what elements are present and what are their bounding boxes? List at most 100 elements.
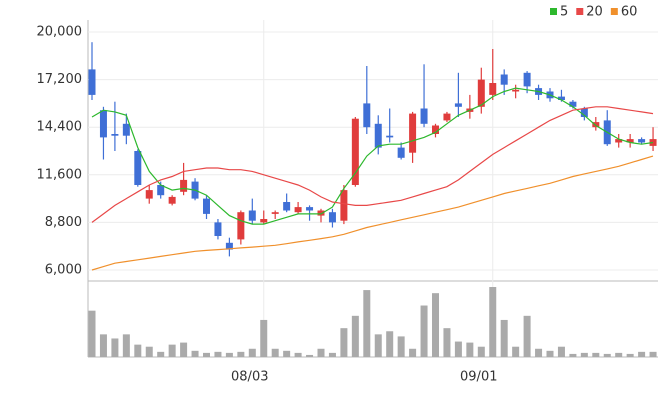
volume-bar	[443, 328, 451, 357]
volume-bar	[328, 352, 336, 357]
candle-body	[432, 125, 439, 134]
candle-body	[443, 113, 451, 121]
candle-body	[374, 123, 382, 148]
volume-bar	[122, 334, 130, 357]
candle-body	[237, 212, 245, 240]
candle-body	[225, 242, 233, 250]
volume-bar	[626, 353, 634, 357]
volume-bar	[180, 342, 188, 357]
volume-bar	[580, 352, 588, 357]
candle-body	[420, 108, 428, 124]
candle-body	[134, 151, 142, 185]
volume-bar	[546, 350, 554, 357]
legend-label: 5	[560, 5, 568, 20]
candle-body	[557, 96, 565, 100]
candle-body	[500, 74, 508, 85]
ma-line	[91, 87, 654, 225]
candle-body	[569, 101, 577, 107]
candle-body	[294, 207, 302, 213]
volume-bar	[489, 287, 497, 357]
y-tick-label: 17,200	[37, 72, 83, 87]
volume-bar	[512, 346, 520, 357]
candle-body	[203, 198, 210, 214]
legend-swatch	[576, 8, 584, 15]
candle-body	[283, 202, 291, 211]
volume-bar	[88, 310, 96, 357]
candle-body	[88, 69, 96, 95]
volume-bar	[397, 336, 405, 357]
candle-body	[626, 139, 634, 143]
candle-body	[340, 190, 348, 221]
volume-bar	[466, 342, 474, 357]
volume-bar	[420, 305, 428, 357]
volume-bar	[569, 353, 577, 357]
y-tick-label: 6,000	[45, 263, 82, 278]
ma-line	[91, 106, 654, 223]
candle-body	[122, 123, 130, 136]
volume-bar	[386, 331, 394, 357]
volume-bar	[557, 346, 565, 357]
y-tick-label: 8,800	[45, 215, 82, 230]
candle-body	[99, 110, 107, 138]
candle-body	[397, 147, 405, 158]
volume-bar	[317, 348, 325, 357]
legend-label: 60	[621, 5, 638, 20]
volume-bar	[477, 346, 485, 357]
candle-body	[351, 118, 359, 185]
candle-body	[638, 139, 646, 143]
volume-bar	[157, 351, 165, 357]
legend-swatch	[610, 8, 618, 15]
volume-bar	[340, 328, 348, 357]
y-tick-label: 11,600	[37, 167, 83, 182]
candle-body	[317, 210, 325, 216]
candle-body	[328, 212, 336, 223]
candle-body	[615, 139, 623, 143]
volume-bar	[638, 351, 646, 357]
volume-bar	[500, 319, 508, 357]
volume-bar	[145, 346, 153, 357]
candle-body	[111, 134, 119, 136]
volume-bar	[203, 352, 210, 357]
candle-body	[523, 72, 531, 87]
volume-bar	[111, 338, 119, 357]
candle-body	[409, 113, 417, 153]
volume-bar	[248, 348, 256, 357]
volume-bar	[260, 319, 268, 357]
candle-body	[157, 185, 165, 196]
x-tick-label: 09/01	[460, 370, 497, 385]
volume-bar	[603, 353, 611, 357]
candle-body	[489, 83, 497, 95]
volume-bar	[592, 352, 600, 357]
candle-body	[248, 210, 256, 221]
volume-bar	[306, 354, 314, 357]
volume-bar	[294, 352, 302, 357]
candle-body	[214, 222, 222, 236]
candle-body	[306, 207, 314, 211]
volume-bar	[99, 334, 107, 357]
volume-bar	[225, 352, 233, 357]
volume-bar	[535, 348, 543, 357]
volume-bar	[134, 344, 142, 357]
volume-bar	[168, 344, 176, 357]
volume-bar	[363, 290, 371, 357]
volume-bar	[409, 348, 417, 357]
volume-bar	[432, 293, 439, 357]
volume-bar	[283, 350, 291, 357]
legend-label: 20	[586, 5, 603, 20]
candle-body	[145, 190, 153, 199]
volume-bar	[237, 351, 245, 357]
candle-body	[386, 135, 394, 138]
candle-body	[260, 219, 268, 223]
volume-bar	[351, 315, 359, 357]
candle-body	[649, 139, 657, 146]
candle-body	[477, 79, 485, 107]
candle-body	[580, 108, 588, 117]
volume-bar	[649, 351, 657, 357]
candle-body	[454, 103, 462, 107]
legend-swatch	[550, 8, 557, 15]
y-tick-label: 20,000	[37, 25, 83, 40]
candle-body	[271, 212, 279, 214]
candle-body	[592, 122, 600, 128]
candle-body	[512, 89, 520, 92]
